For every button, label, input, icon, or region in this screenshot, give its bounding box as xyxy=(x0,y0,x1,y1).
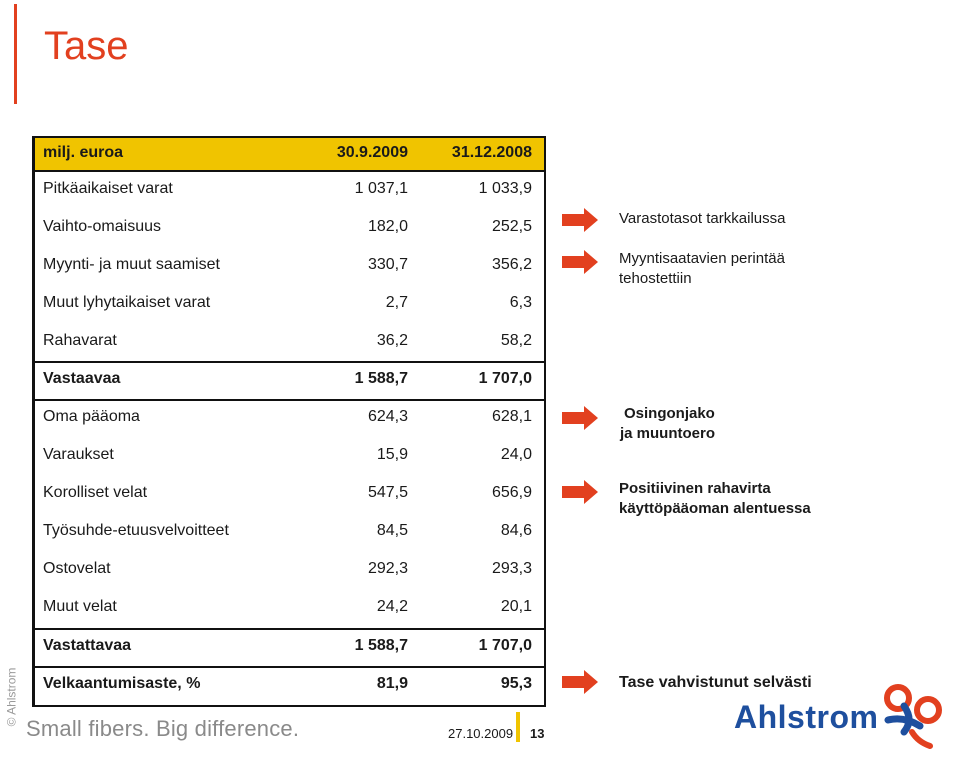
row-value-2008: 293,3 xyxy=(491,560,532,577)
row-value-2009: 547,5 xyxy=(367,484,408,501)
header-unit-label: milj. euroa xyxy=(43,144,124,161)
header-col-2008: 31.12.2008 xyxy=(451,144,532,161)
row-value-2009: 15,9 xyxy=(376,446,408,463)
row-label: Varaukset xyxy=(43,446,114,463)
table-row: Oma pääoma 624,3 628,1 xyxy=(35,408,544,432)
row-value-2008: 20,1 xyxy=(500,598,532,615)
header-col-2009: 30.9.2009 xyxy=(336,144,408,161)
row-value-2009: 624,3 xyxy=(367,408,408,425)
row-value-2008: 1 707,0 xyxy=(478,637,532,654)
arrow-right-icon xyxy=(562,406,598,430)
row-label: Oma pääoma xyxy=(43,408,140,425)
table-row: Työsuhde-etuusvelvoitteet 84,5 84,6 xyxy=(35,522,544,546)
row-label: Vastattavaa xyxy=(43,637,132,654)
table-header-row: milj. euroa 30.9.2009 31.12.2008 xyxy=(35,144,544,168)
note-balance-strengthened: Tase vahvistunut selvästi xyxy=(619,674,812,691)
arrow-right-icon xyxy=(562,250,598,274)
row-value-2008: 95,3 xyxy=(500,675,532,692)
ahlstrom-logo-mark-icon xyxy=(884,684,942,749)
row-value-2009: 24,2 xyxy=(376,598,408,615)
row-value-2009: 1 588,7 xyxy=(354,637,408,654)
table-row: Ostovelat 292,3 293,3 xyxy=(35,560,544,584)
arrow-right-icon xyxy=(562,208,598,232)
row-label: Velkaantumisaste, % xyxy=(43,675,201,692)
page-number: 13 xyxy=(530,726,545,741)
row-value-2009: 1 588,7 xyxy=(354,370,408,387)
row-value-2008: 628,1 xyxy=(491,408,532,425)
note-receivables-line1: Myyntisaatavien perintää xyxy=(619,250,785,267)
table-row: Myynti- ja muut saamiset 330,7 356,2 xyxy=(35,256,544,280)
table-row: Varaukset 15,9 24,0 xyxy=(35,446,544,470)
row-value-2008: 24,0 xyxy=(500,446,532,463)
footer-separator xyxy=(516,712,520,742)
row-value-2009: 330,7 xyxy=(367,256,408,273)
row-label: Pitkäaikaiset varat xyxy=(43,180,173,197)
row-value-2009: 36,2 xyxy=(376,332,408,349)
divider xyxy=(35,361,544,363)
row-value-2008: 84,6 xyxy=(500,522,532,539)
copyright-text: © Ahlstrom xyxy=(4,667,19,727)
note-cashflow-line2: käyttöpääoman alentuessa xyxy=(619,500,811,517)
row-value-2008: 6,3 xyxy=(509,294,532,311)
table-row-ratio: Velkaantumisaste, % 81,9 95,3 xyxy=(35,675,544,699)
row-label: Muut velat xyxy=(43,598,117,615)
arrow-right-icon xyxy=(562,670,598,694)
balance-sheet-table: milj. euroa 30.9.2009 31.12.2008 Pitkäai… xyxy=(32,136,546,707)
row-value-2008: 252,5 xyxy=(491,218,532,235)
divider xyxy=(35,399,544,401)
row-label: Vastaavaa xyxy=(43,370,121,387)
table-row: Muut lyhytaikaiset varat 2,7 6,3 xyxy=(35,294,544,318)
table-row: Korolliset velat 547,5 656,9 xyxy=(35,484,544,508)
divider xyxy=(35,628,544,630)
table-row: Pitkäaikaiset varat 1 037,1 1 033,9 xyxy=(35,180,544,204)
arrow-right-icon xyxy=(562,480,598,504)
row-label: Rahavarat xyxy=(43,332,117,349)
footer-date: 27.10.2009 xyxy=(448,726,514,741)
row-label: Korolliset velat xyxy=(43,484,148,501)
note-inventory: Varastotasot tarkkailussa xyxy=(619,210,786,227)
row-value-2009: 182,0 xyxy=(367,218,408,235)
row-label: Ostovelat xyxy=(43,560,111,577)
row-label: Muut lyhytaikaiset varat xyxy=(43,294,211,311)
divider xyxy=(35,666,544,668)
note-receivables-line2: tehostettiin xyxy=(619,270,692,287)
table-header-band: milj. euroa 30.9.2009 31.12.2008 xyxy=(35,138,544,172)
table-row: Muut velat 24,2 20,1 xyxy=(35,598,544,622)
note-cashflow-line1: Positiivinen rahavirta xyxy=(619,480,771,497)
row-value-2008: 1 707,0 xyxy=(478,370,532,387)
row-value-2009: 1 037,1 xyxy=(354,180,408,197)
row-value-2008: 58,2 xyxy=(500,332,532,349)
row-value-2009: 292,3 xyxy=(367,560,408,577)
table-row-total: Vastaavaa 1 588,7 1 707,0 xyxy=(35,370,544,394)
note-dividend-line2: ja muuntoero xyxy=(620,425,716,442)
ahlstrom-logo-text: Ahlstrom xyxy=(734,699,879,735)
table-row: Rahavarat 36,2 58,2 xyxy=(35,332,544,356)
row-value-2008: 656,9 xyxy=(491,484,532,501)
footer-tagline: Small fibers. Big difference. xyxy=(26,716,300,741)
row-label: Työsuhde-etuusvelvoitteet xyxy=(43,522,229,539)
row-value-2008: 356,2 xyxy=(491,256,532,273)
row-value-2009: 2,7 xyxy=(385,294,408,311)
note-dividend-line1: Osingonjako xyxy=(624,405,715,422)
title-accent-bar xyxy=(14,4,17,104)
row-label: Myynti- ja muut saamiset xyxy=(43,256,220,273)
page-title: Tase xyxy=(44,24,129,68)
row-label: Vaihto-omaisuus xyxy=(43,218,161,235)
table-row-total: Vastattavaa 1 588,7 1 707,0 xyxy=(35,637,544,661)
row-value-2009: 81,9 xyxy=(376,675,408,692)
table-row: Vaihto-omaisuus 182,0 252,5 xyxy=(35,218,544,242)
row-value-2008: 1 033,9 xyxy=(478,180,532,197)
row-value-2009: 84,5 xyxy=(376,522,408,539)
